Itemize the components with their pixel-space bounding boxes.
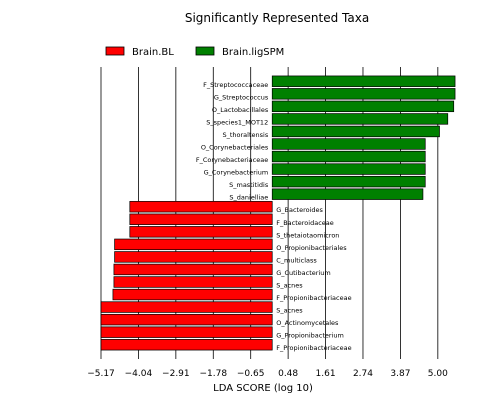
bar-label: O_Lactobacillales <box>212 106 269 114</box>
bar-label: F_Streptococcaceae <box>203 81 268 89</box>
bar <box>129 213 273 225</box>
bar <box>129 226 273 238</box>
chart-title: Significantly Represented Taxa <box>185 11 369 25</box>
legend-swatch-brain-ligspm <box>195 46 215 56</box>
bar-label: S_danielliae <box>229 194 268 202</box>
bar-label: G_Bacteroides <box>276 206 323 214</box>
x-axis: −5.17 −4.04 −2.91 −1.78 −0.65 0.48 1.61 2.74 3.8… <box>87 355 448 379</box>
legend: Brain.BL Brain.ligSPM <box>105 46 284 58</box>
bar <box>271 163 426 175</box>
bar <box>271 138 426 150</box>
x-tick-label: 0.48 <box>278 369 298 379</box>
bar <box>113 263 273 276</box>
x-tick-label: 3.87 <box>390 369 410 379</box>
bar <box>271 188 424 200</box>
bar-label: S_acnes <box>276 307 303 315</box>
bar-label: G_Streptococcus <box>214 93 269 101</box>
bar <box>113 276 273 288</box>
bar <box>100 326 273 338</box>
bar-label: F_Propionibacteriaceae <box>276 294 351 302</box>
bar-label: G_Propionibacterium <box>276 332 344 340</box>
bar <box>271 113 449 125</box>
bar <box>112 288 273 301</box>
x-tick-label: −0.65 <box>237 369 265 379</box>
legend-swatch-brain-bl <box>105 46 125 56</box>
bar <box>271 75 456 87</box>
bar <box>114 238 273 251</box>
x-tick-label: 1.61 <box>316 369 336 379</box>
bar-label: S_acnes <box>276 282 303 290</box>
x-tick-label: 5.00 <box>428 369 448 379</box>
bar <box>271 125 440 138</box>
bar-label: S_species1_MOT12 <box>206 118 268 126</box>
bar-label: G_Cutibacterium <box>276 269 330 277</box>
x-tick-label: 2.74 <box>353 369 373 379</box>
bar <box>271 88 456 100</box>
bar-label: O_Propionibacteriales <box>276 244 347 252</box>
bar-label: C_multiclass <box>276 256 317 264</box>
x-tick-label: −2.91 <box>162 369 190 379</box>
bar <box>129 201 273 213</box>
bar <box>271 100 455 113</box>
bar <box>114 251 273 263</box>
legend-label-brain-bl: Brain.BL <box>132 47 174 58</box>
bar-label: F_Corynebacteriaceae <box>196 156 268 164</box>
bar-label: O_Corynebacteriales <box>201 144 269 152</box>
bar-label: G_Corynebacterium <box>204 169 269 177</box>
bar-label: S_mastitidis <box>229 181 269 189</box>
bar <box>271 175 426 188</box>
x-tick-label: −1.78 <box>199 369 227 379</box>
bars <box>100 75 456 351</box>
legend-label-brain-ligspm: Brain.ligSPM <box>222 47 284 58</box>
bar-label: F_Bacteroidaceae <box>276 219 334 227</box>
bar-label: F_Propionibacteriaceae <box>276 344 351 352</box>
bar <box>100 313 273 326</box>
bar-label: S_thoraltensis <box>222 131 268 139</box>
x-tick-label: −4.04 <box>125 369 153 379</box>
x-axis-label: LDA SCORE (log 10) <box>213 383 313 394</box>
x-tick-label: −5.17 <box>87 369 115 379</box>
bar-label: O_Actinomycetales <box>276 319 339 327</box>
bar <box>100 339 273 351</box>
bar <box>271 150 426 163</box>
bar <box>100 301 273 313</box>
bar-labels: F_Streptococcaceae G_Streptococcus O_Lacto… <box>196 81 352 352</box>
bar-label: S_thetaiotaomicron <box>276 231 339 239</box>
